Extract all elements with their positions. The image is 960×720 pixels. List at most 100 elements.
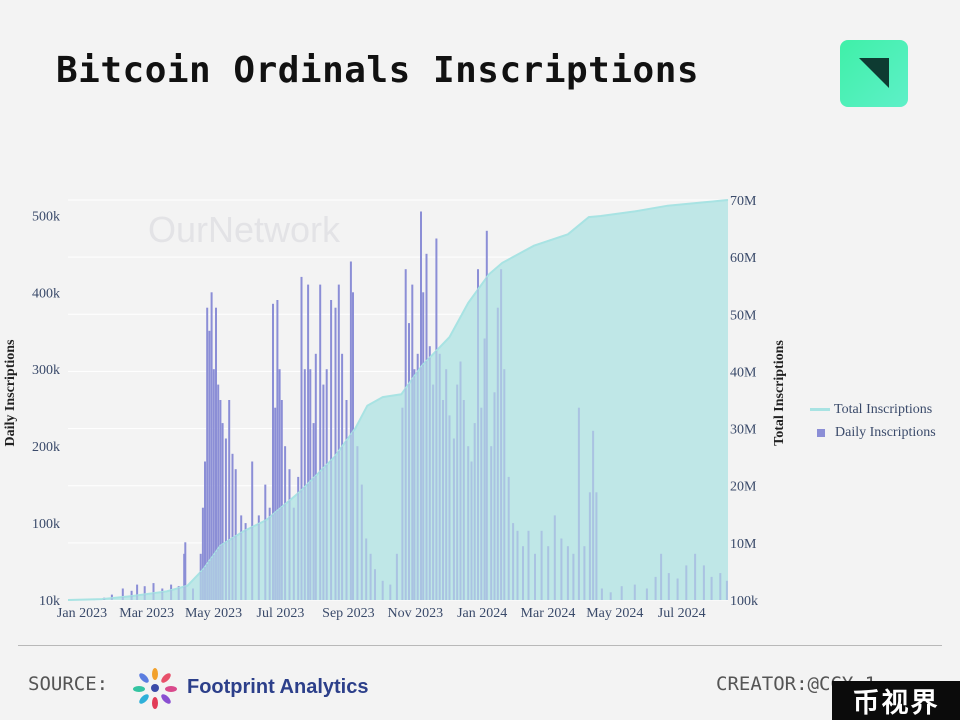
daily-bar-overlap xyxy=(192,588,194,600)
daily-bar-overlap xyxy=(422,364,425,600)
daily-bar-overlap xyxy=(152,593,155,600)
daily-bar-overlap xyxy=(349,434,352,600)
left-tick-label: 200k xyxy=(32,440,60,455)
daily-bar-overlap xyxy=(337,451,340,600)
daily-bar-overlap xyxy=(553,515,556,600)
daily-bar-overlap xyxy=(516,530,519,600)
x-axis-ticks: Jan 2023 Mar 2023 May 2023 Jul 2023 Sep 2023… xyxy=(57,606,706,621)
x-tick-label: Sep 2023 xyxy=(322,606,375,621)
daily-bar-overlap xyxy=(374,569,376,600)
daily-bar-overlap xyxy=(527,530,530,600)
daily-bar-overlap xyxy=(408,383,410,600)
daily-bar-overlap xyxy=(268,517,271,600)
left-tick-label: 400k xyxy=(32,286,60,301)
daily-bar-overlap xyxy=(322,468,325,600)
legend-swatch-daily xyxy=(817,428,825,437)
daily-bar-overlap xyxy=(297,493,300,600)
daily-bar-overlap xyxy=(595,492,598,600)
left-axis-ticks: 10k 100k 200k 300k 400k 500k xyxy=(32,209,60,609)
ournetwork-logo xyxy=(840,40,908,107)
daily-bar-overlap xyxy=(130,596,133,600)
daily-bar-overlap xyxy=(244,530,247,600)
daily-bar xyxy=(221,423,224,600)
ournetwork-watermark: OurNetwork xyxy=(148,209,341,250)
daily-bar xyxy=(152,583,155,600)
daily-bar-overlap xyxy=(300,490,303,600)
daily-bar-overlap xyxy=(401,407,404,600)
daily-bar-overlap xyxy=(694,553,697,600)
x-tick-label: Nov 2023 xyxy=(387,606,443,621)
source-label: SOURCE: xyxy=(28,673,109,695)
daily-bar-overlap xyxy=(143,594,146,600)
daily-bars-behind-area xyxy=(103,269,728,600)
daily-bar-overlap xyxy=(360,484,363,600)
daily-bar xyxy=(212,369,215,600)
right-tick-label: 10M xyxy=(730,537,757,552)
daily-bar-overlap xyxy=(566,546,569,600)
daily-bar-overlap xyxy=(234,536,237,600)
daily-bar-overlap xyxy=(325,464,328,600)
daily-bar-overlap xyxy=(503,369,506,600)
corner-watermark-badge: 币视界 xyxy=(832,681,960,720)
daily-bar xyxy=(319,284,322,600)
daily-bar-overlap xyxy=(413,376,416,600)
daily-bar-overlap xyxy=(490,446,493,600)
chart-legend: Total Inscriptions Daily Inscriptions xyxy=(810,398,936,444)
right-tick-label: 50M xyxy=(730,308,757,323)
daily-bar-overlap xyxy=(534,553,536,600)
daily-bar xyxy=(217,384,220,600)
daily-bar-overlap xyxy=(710,576,713,600)
daily-bar-overlap xyxy=(136,595,139,600)
total-inscriptions-area xyxy=(68,200,728,600)
daily-bar xyxy=(121,588,124,600)
daily-bar-overlap xyxy=(341,446,344,600)
legend-item-daily: Daily Inscriptions xyxy=(810,421,936,444)
left-tick-label: 100k xyxy=(32,517,60,532)
daily-bar-overlap xyxy=(435,350,438,600)
daily-bar-overlap xyxy=(483,338,486,600)
daily-bar-overlap xyxy=(276,510,279,600)
daily-bar-overlap xyxy=(459,361,462,600)
daily-bar-overlap xyxy=(633,584,636,600)
daily-bar-overlap xyxy=(199,572,202,600)
daily-bar-overlap xyxy=(719,573,722,600)
daily-bar-overlap xyxy=(411,379,414,600)
daily-bar-overlap xyxy=(217,548,220,600)
daily-bar-overlap xyxy=(215,551,217,600)
daily-bar xyxy=(208,330,211,600)
daily-bar-overlap xyxy=(352,431,354,600)
left-tick-label: 300k xyxy=(32,363,60,378)
daily-bar-overlap xyxy=(381,580,384,600)
daily-bar-overlap xyxy=(161,592,164,600)
daily-bar xyxy=(228,400,231,600)
daily-bar-overlap xyxy=(442,400,444,600)
daily-bar xyxy=(206,307,209,600)
daily-bar-overlap xyxy=(473,423,476,600)
x-tick-label: Jan 2024 xyxy=(457,606,507,621)
right-tick-label: 30M xyxy=(730,423,757,438)
daily-bar-overlap xyxy=(560,538,563,600)
daily-bar-overlap xyxy=(121,597,124,600)
daily-bar-overlap xyxy=(667,573,670,600)
daily-bar-overlap xyxy=(467,446,470,600)
daily-bar-overlap xyxy=(319,471,322,600)
daily-bar xyxy=(274,407,277,600)
daily-bar xyxy=(215,307,217,600)
daily-bar-overlap xyxy=(309,481,312,600)
daily-bar xyxy=(303,369,306,600)
x-tick-label: May 2024 xyxy=(586,606,643,621)
total-inscriptions-line xyxy=(67,199,729,601)
x-tick-label: Jul 2024 xyxy=(658,606,706,621)
right-tick-label: 60M xyxy=(730,251,757,266)
legend-item-total: Total Inscriptions xyxy=(810,398,936,421)
page-title: Bitcoin Ordinals Inscriptions xyxy=(56,50,700,91)
x-tick-label: Jul 2023 xyxy=(257,606,305,621)
legend-label-daily: Daily Inscriptions xyxy=(835,424,936,440)
daily-bar-overlap xyxy=(280,507,283,600)
footprint-analytics-name: Footprint Analytics xyxy=(187,676,369,698)
daily-bar-overlap xyxy=(395,553,398,600)
daily-bar-overlap xyxy=(345,440,348,600)
daily-bar-overlap xyxy=(416,371,419,600)
daily-bar-overlap xyxy=(507,476,510,600)
daily-bar-overlap xyxy=(110,598,113,600)
